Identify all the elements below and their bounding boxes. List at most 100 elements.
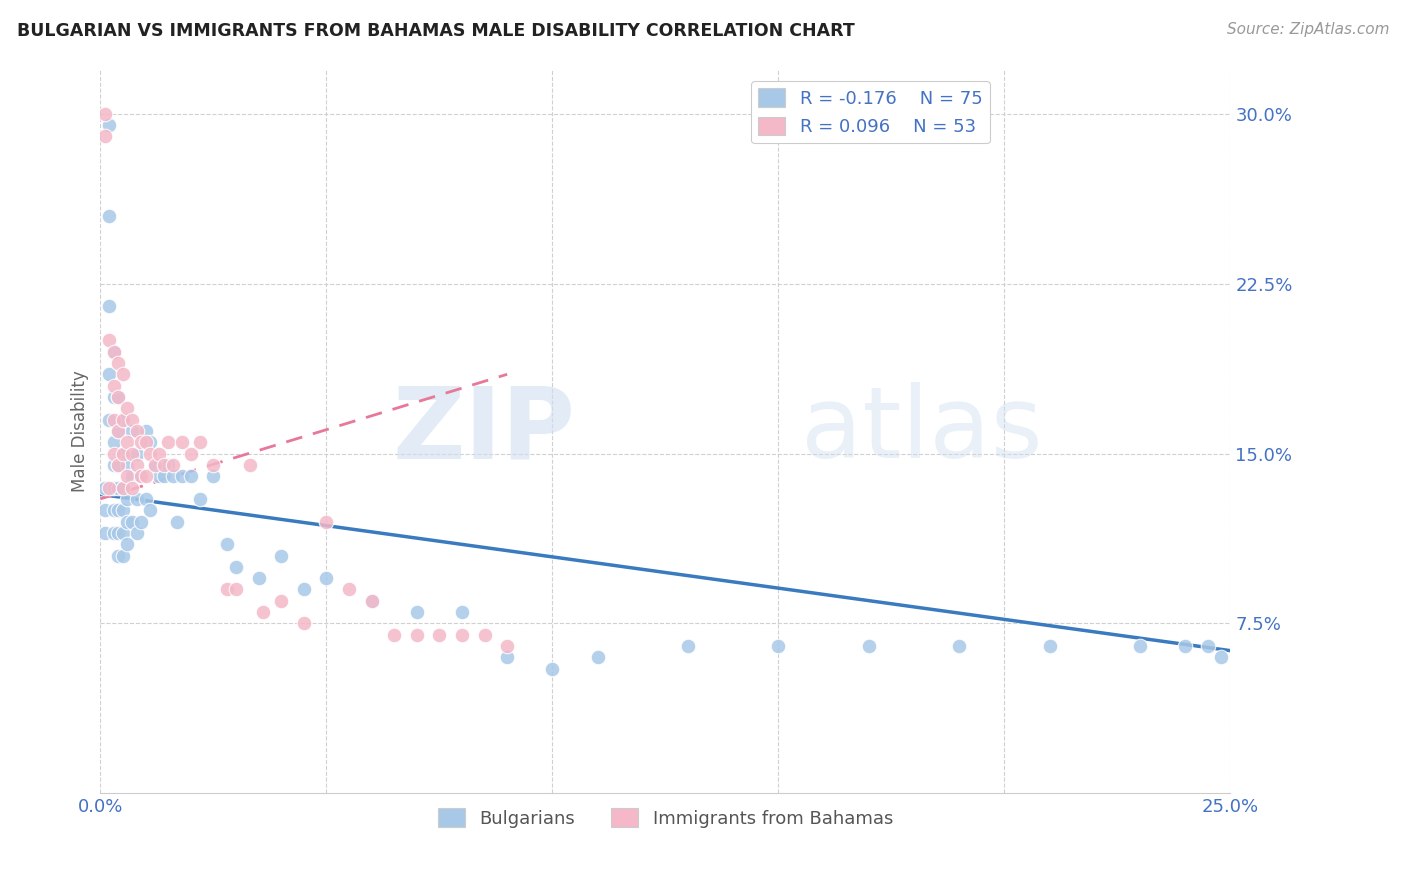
Point [270, 549, 292, 563]
Point [94, 503, 117, 517]
Point [94, 481, 117, 495]
Point [188, 491, 211, 506]
Y-axis label: Male Disability: Male Disability [72, 370, 89, 491]
Point [451, 605, 474, 619]
Point [252, 605, 274, 619]
Point [107, 458, 129, 472]
Point [125, 525, 148, 540]
Point [152, 469, 174, 483]
Text: atlas: atlas [801, 383, 1043, 479]
Point [238, 458, 260, 472]
Point [405, 628, 427, 642]
Point [315, 515, 337, 529]
Point [94, 525, 117, 540]
Point [162, 469, 184, 483]
Point [157, 435, 180, 450]
Point [117, 537, 139, 551]
Point [768, 639, 790, 653]
Point [111, 447, 134, 461]
Point [94, 129, 117, 144]
Point [125, 424, 148, 438]
Point [247, 571, 270, 585]
Point [427, 628, 450, 642]
Point [107, 390, 129, 404]
Point [125, 447, 148, 461]
Point [107, 458, 129, 472]
Point [215, 582, 238, 597]
Point [111, 481, 134, 495]
Point [98, 209, 121, 223]
Point [103, 344, 125, 359]
Point [148, 469, 170, 483]
Point [948, 639, 970, 653]
Point [117, 491, 139, 506]
Point [103, 458, 125, 472]
Point [129, 515, 152, 529]
Point [103, 481, 125, 495]
Point [215, 537, 238, 551]
Point [139, 447, 162, 461]
Point [129, 435, 152, 450]
Point [111, 503, 134, 517]
Point [103, 435, 125, 450]
Point [107, 503, 129, 517]
Point [98, 299, 121, 313]
Point [107, 549, 129, 563]
Point [292, 616, 315, 631]
Point [135, 435, 157, 450]
Point [117, 435, 139, 450]
Point [225, 582, 247, 597]
Point [98, 481, 121, 495]
Point [405, 605, 427, 619]
Point [148, 447, 170, 461]
Point [1129, 639, 1152, 653]
Point [188, 435, 211, 450]
Point [129, 469, 152, 483]
Point [139, 435, 162, 450]
Point [225, 559, 247, 574]
Text: Source: ZipAtlas.com: Source: ZipAtlas.com [1226, 22, 1389, 37]
Point [107, 390, 129, 404]
Point [125, 491, 148, 506]
Point [117, 458, 139, 472]
Point [858, 639, 880, 653]
Point [111, 481, 134, 495]
Point [94, 107, 117, 121]
Point [125, 458, 148, 472]
Point [143, 458, 166, 472]
Point [170, 469, 193, 483]
Point [103, 503, 125, 517]
Point [111, 549, 134, 563]
Point [143, 458, 166, 472]
Point [129, 469, 152, 483]
Point [107, 356, 129, 370]
Point [166, 515, 188, 529]
Point [103, 390, 125, 404]
Point [107, 424, 129, 438]
Point [107, 424, 129, 438]
Point [541, 662, 564, 676]
Point [270, 594, 292, 608]
Point [135, 424, 157, 438]
Point [180, 447, 202, 461]
Point [111, 447, 134, 461]
Point [117, 401, 139, 416]
Point [1197, 639, 1219, 653]
Point [103, 344, 125, 359]
Point [111, 525, 134, 540]
Legend: Bulgarians, Immigrants from Bahamas: Bulgarians, Immigrants from Bahamas [430, 801, 900, 835]
Point [586, 650, 609, 665]
Point [202, 458, 225, 472]
Point [157, 458, 180, 472]
Point [202, 469, 225, 483]
Text: ZIP: ZIP [392, 383, 575, 479]
Point [474, 628, 496, 642]
Point [121, 412, 143, 426]
Point [117, 515, 139, 529]
Point [107, 525, 129, 540]
Point [111, 368, 134, 382]
Point [103, 447, 125, 461]
Point [360, 594, 382, 608]
Point [111, 412, 134, 426]
Point [121, 515, 143, 529]
